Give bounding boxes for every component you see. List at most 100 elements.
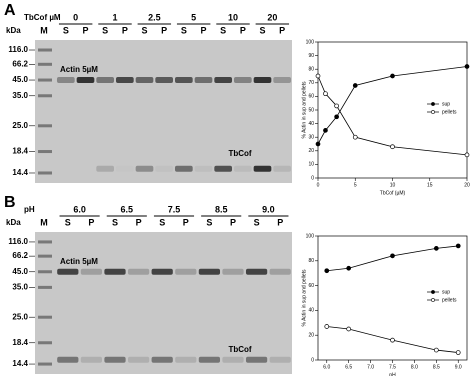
marker-size: 45.0 xyxy=(12,75,28,84)
lane-label: S xyxy=(206,217,212,227)
lane-label: S xyxy=(181,25,187,35)
legend-label: sup xyxy=(442,289,450,295)
band-label: TbCof xyxy=(228,345,251,354)
cofilin-band xyxy=(80,356,103,363)
x-axis-label: TbCof (µM) xyxy=(380,190,406,196)
data-point xyxy=(323,91,328,97)
marker-size: 14.4 xyxy=(12,359,28,368)
series-line xyxy=(317,75,468,156)
cofilin-band xyxy=(57,356,79,363)
actin-band xyxy=(175,268,197,275)
x-tick-label: 8.5 xyxy=(433,364,440,370)
lane-label: P xyxy=(82,25,88,35)
marker-band xyxy=(38,240,52,244)
marker-size: 35.0 xyxy=(12,91,28,100)
cofilin-band xyxy=(174,165,193,172)
data-point xyxy=(390,253,395,259)
lane-label: P xyxy=(279,25,285,35)
x-axis-label: pH xyxy=(389,372,396,376)
marker-size: 25.0 xyxy=(12,312,28,321)
cofilin-band xyxy=(104,356,126,363)
condition: 2.5 xyxy=(148,12,161,22)
data-point xyxy=(334,114,339,120)
y-tick-label: 40 xyxy=(308,121,314,127)
y-tick-label: 20 xyxy=(308,148,314,154)
actin-band xyxy=(245,268,268,275)
unit-label: kDa xyxy=(6,218,21,227)
lane-label: P xyxy=(277,217,283,227)
y-tick-label: 0 xyxy=(311,357,314,363)
legend-label: pellets xyxy=(442,109,457,115)
lane-label: P xyxy=(136,217,142,227)
cofilin-band xyxy=(233,165,252,172)
x-tick-label: 10 xyxy=(390,182,396,188)
y-tick-label: 50 xyxy=(308,107,314,113)
marker-size: 35.0 xyxy=(12,282,28,291)
marker-band xyxy=(38,341,52,345)
actin-band xyxy=(198,268,221,275)
cofilin-band xyxy=(245,356,268,363)
condition: 8.5 xyxy=(215,204,228,214)
legend-marker xyxy=(431,298,435,302)
x-tick-label: 6.0 xyxy=(323,364,330,370)
data-point xyxy=(390,73,395,79)
actin-band xyxy=(104,268,126,275)
actin-band xyxy=(174,77,193,84)
legend-marker xyxy=(431,102,435,106)
lane-label: S xyxy=(102,25,108,35)
x-tick-label: 0 xyxy=(317,182,320,188)
lane-label: S xyxy=(141,25,147,35)
gel xyxy=(35,40,292,183)
actin-band xyxy=(115,77,134,84)
marker-size: 116.0 xyxy=(8,45,28,54)
cofilin-band xyxy=(135,165,154,172)
data-point xyxy=(323,128,328,133)
marker-band xyxy=(38,48,52,52)
y-tick-label: 10 xyxy=(308,162,314,168)
data-point xyxy=(433,246,439,251)
lane-label: S xyxy=(220,25,226,35)
data-point xyxy=(390,144,395,150)
lane-label: S xyxy=(254,217,260,227)
band-label: Actin 5µM xyxy=(60,257,98,266)
actin-band xyxy=(135,77,154,84)
marker-band xyxy=(38,78,52,82)
condition: 0 xyxy=(73,12,78,22)
data-point xyxy=(324,268,330,274)
y-tick-label: 80 xyxy=(308,258,314,264)
marker-size: 18.4 xyxy=(12,147,28,156)
x-tick-label: 7.0 xyxy=(367,364,374,370)
condition: 20 xyxy=(267,12,277,22)
condition-label: pH xyxy=(24,205,35,214)
y-tick-label: 100 xyxy=(306,39,315,45)
marker-size: 14.4 xyxy=(12,168,28,177)
lane-label: P xyxy=(200,25,206,35)
lane-label: P xyxy=(88,217,94,227)
data-point xyxy=(352,83,358,88)
legend-label: pellets xyxy=(442,297,457,303)
marker-label: M xyxy=(40,217,48,227)
data-point xyxy=(315,73,321,79)
lane-label: S xyxy=(112,217,118,227)
cofilin-band xyxy=(222,356,244,363)
y-tick-label: 60 xyxy=(308,94,314,100)
marker-size: 25.0 xyxy=(12,121,28,130)
data-point xyxy=(455,350,461,355)
y-tick-label: 70 xyxy=(308,80,314,86)
marker-band xyxy=(38,124,52,128)
y-tick-label: 80 xyxy=(308,67,314,73)
y-tick-label: 60 xyxy=(308,283,314,289)
x-tick-label: 5 xyxy=(354,182,357,188)
marker-band xyxy=(38,254,52,258)
cofilin-band xyxy=(273,165,292,172)
cofilin-band xyxy=(194,165,213,172)
data-point xyxy=(324,324,330,329)
x-tick-label: 6.5 xyxy=(345,364,352,370)
unit-label: kDa xyxy=(6,26,21,35)
actin-band xyxy=(214,77,233,84)
marker-size: 66.2 xyxy=(12,251,28,260)
actin-band xyxy=(56,77,75,84)
actin-band xyxy=(155,77,174,84)
marker-band xyxy=(38,150,52,154)
data-point xyxy=(455,243,461,249)
